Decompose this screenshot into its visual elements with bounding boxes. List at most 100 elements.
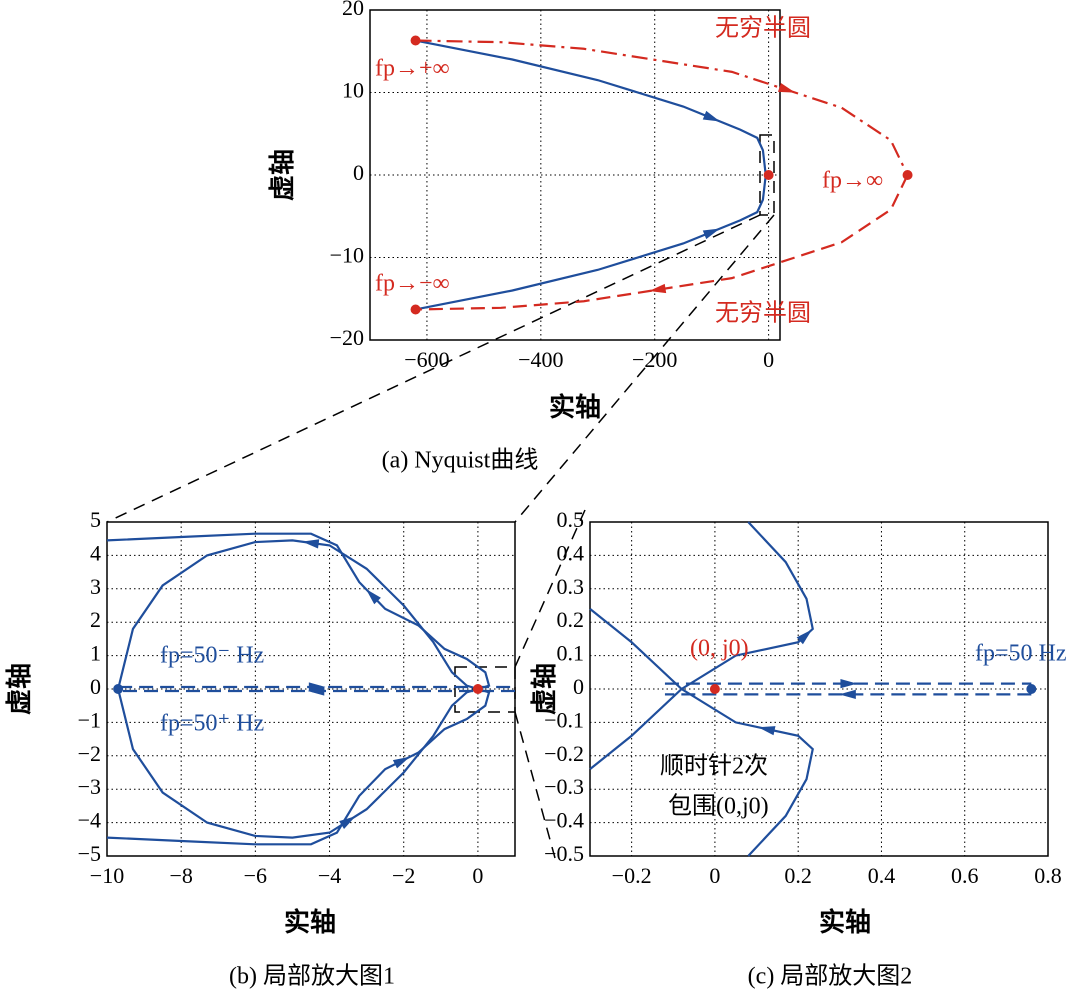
curve [117,687,479,839]
point-marker [709,684,720,694]
direction-arrow [758,726,776,736]
annotation: 顺时针2次 [660,753,768,780]
y-tick-label: 0 [353,160,364,185]
annotation: fp→∞ [822,168,883,194]
x-tick-label: −400 [518,347,563,372]
x-tick-label: −200 [632,347,677,372]
y-tick-label: 5 [90,507,101,532]
curve [106,687,491,846]
y-tick-label: −0.3 [544,774,584,799]
point-marker [1026,684,1037,694]
y-tick-label: 4 [90,540,101,565]
y-axis-label: 虚轴 [268,149,297,201]
caption: (a) Nyquist曲线 [382,447,539,474]
y-tick-label: 10 [342,78,364,103]
caption: (b) 局部放大图1 [229,963,395,990]
y-tick-label: 2 [90,607,101,632]
zoom-box [759,134,775,216]
y-tick-label: 3 [90,574,101,599]
connector [514,214,775,523]
curve [415,174,909,311]
y-tick-label: −10 [330,243,364,268]
annotation: fp→+∞ [375,56,450,82]
point-marker [410,304,421,315]
y-tick-label: 0 [90,674,101,699]
x-tick-label: 0.2 [784,863,812,888]
direction-arrow [702,228,721,240]
curve [589,607,814,857]
direction-arrow [307,686,325,696]
y-tick-label: 0.2 [557,607,585,632]
x-tick-label: 0.6 [951,863,979,888]
direction-arrow [365,589,381,605]
x-tick-label: −2 [392,863,415,888]
annotation: (0, j0) [690,636,749,662]
x-tick-label: −8 [169,863,192,888]
direction-arrow [339,816,356,829]
direction-arrow [839,689,856,699]
y-tick-label: −0.2 [544,741,584,766]
annotation: fp=50⁺ Hz [160,711,264,737]
direction-arrow [796,629,813,645]
plot-frame [589,521,1049,857]
caption: (c) 局部放大图2 [748,963,913,990]
annotation: fp=50⁻ Hz [160,643,264,669]
x-tick-label: −4 [318,863,341,888]
curve [415,174,767,311]
y-tick-label: 0.5 [557,507,585,532]
y-axis-label: 虚轴 [5,663,34,715]
point-marker [763,170,774,180]
direction-arrow [840,679,858,689]
y-tick-label: −3 [78,774,101,799]
y-tick-label: −0.4 [544,808,584,833]
y-tick-label: −20 [330,325,364,350]
annotation: fp=50 Hz [975,641,1067,667]
y-tick-label: −0.1 [544,707,584,732]
y-tick-label: −2 [78,741,101,766]
y-tick-label: 0 [573,674,584,699]
y-tick-label: 0.3 [557,574,585,599]
plot-frame [369,9,781,341]
annotation: 无穷半圆 [715,15,811,42]
connector [514,711,556,859]
curve [117,539,479,691]
curve [589,521,814,771]
x-tick-label: 0.8 [1034,863,1062,888]
y-tick-label: −1 [78,707,101,732]
x-tick-label: −0.2 [612,863,652,888]
y-tick-label: −0.5 [544,841,584,866]
x-tick-label: −6 [244,863,267,888]
annotation: 包围(0,j0) [668,793,769,820]
y-tick-label: −5 [78,841,101,866]
direction-arrow [648,283,667,294]
plot-frame [106,521,516,857]
x-axis-label: 实轴 [284,907,336,937]
point-marker [902,170,913,180]
y-tick-label: 0.1 [557,641,585,666]
x-axis-label: 实轴 [819,907,871,937]
direction-arrow [308,682,326,692]
point-marker [472,684,483,694]
x-tick-label: 0 [763,347,774,372]
x-tick-label: −10 [90,863,124,888]
x-tick-label: 0 [472,863,483,888]
direction-arrow [702,110,721,122]
point-marker [410,35,421,46]
x-tick-label: 0.4 [868,863,896,888]
direction-arrow [777,83,796,93]
y-tick-label: 0.4 [557,540,585,565]
x-axis-label: 实轴 [549,392,601,422]
x-tick-label: −600 [404,347,449,372]
y-tick-label: 20 [342,0,364,20]
zoom-connectors [106,134,775,859]
point-marker [113,684,124,694]
annotation: fp→−∞ [375,271,450,297]
curve [415,39,767,176]
direction-arrow [392,756,410,769]
x-tick-label: 0 [709,863,720,888]
direction-arrow [302,539,320,549]
connector [106,214,761,523]
curve [415,39,909,176]
curve [106,532,491,691]
